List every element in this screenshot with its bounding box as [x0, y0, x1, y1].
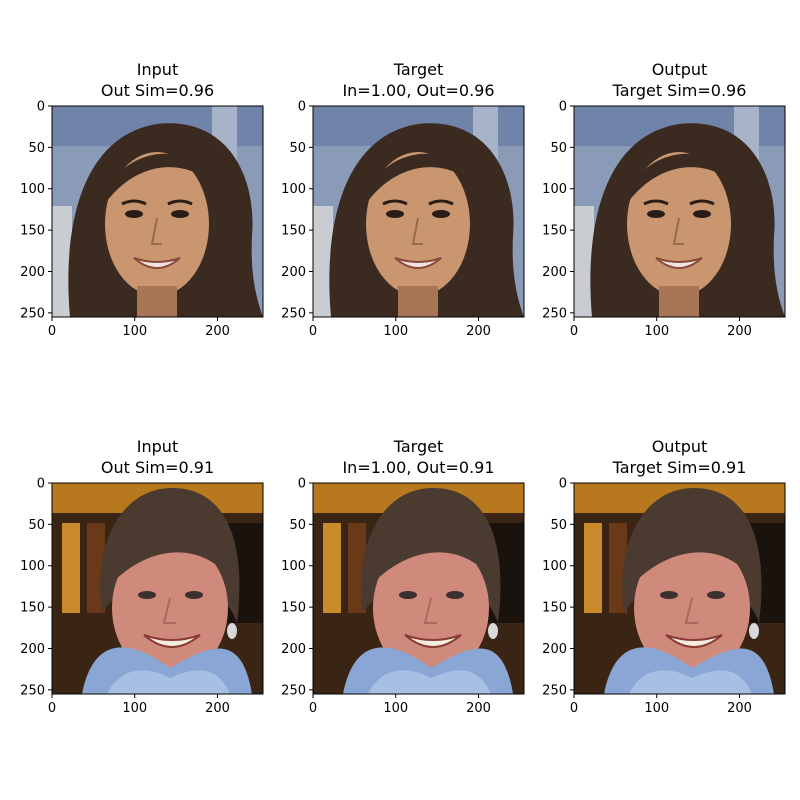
panel-title-line1: Output [651, 437, 708, 456]
panel-title-line1: Input [136, 437, 179, 456]
panel-title-line2: In=1.00, Out=0.96 [342, 80, 495, 100]
panel-axes: 0 100 200 0 50 100 150 200 250 [281, 477, 525, 716]
y-tick-label: 0 [298, 477, 306, 492]
panel-title-line2: In=1.00, Out=0.91 [342, 457, 495, 477]
x-tick-label: 200 [466, 701, 491, 716]
y-tick-label: 150 [281, 601, 306, 616]
y-tick-label: 100 [281, 182, 306, 197]
y-tick-label: 100 [542, 559, 567, 574]
axes-frame [51, 482, 264, 695]
panel-title: Output Target Sim=0.91 [560, 437, 800, 478]
y-tick-label: 150 [20, 224, 45, 239]
axes-frame [51, 105, 264, 318]
x-tick-label: 100 [122, 324, 147, 339]
y-tick-label: 250 [281, 306, 306, 321]
image-panel: 0 100 200 0 50 100 150 200 250 [281, 100, 525, 339]
y-tick-label: 150 [281, 224, 306, 239]
y-tick-label: 200 [281, 265, 306, 280]
panel-axes: 0 100 200 0 50 100 150 200 250 [281, 100, 525, 339]
y-tick-label: 100 [281, 559, 306, 574]
image-panel: 0 100 200 0 50 100 150 200 250 [542, 100, 786, 339]
image-panel: 0 100 200 0 50 100 150 200 250 [542, 477, 786, 716]
axes-frame [312, 482, 525, 695]
y-tick-label: 50 [550, 141, 567, 156]
axes-frame [573, 105, 786, 318]
y-tick-label: 0 [298, 100, 306, 115]
y-tick-label: 250 [20, 683, 45, 698]
panel-title: Input Out Sim=0.91 [38, 437, 278, 478]
y-tick-label: 200 [542, 265, 567, 280]
panel-axes: 0 100 200 0 50 100 150 200 250 [20, 477, 264, 716]
panel-title: Target In=1.00, Out=0.96 [299, 60, 539, 101]
y-tick-label: 0 [37, 477, 45, 492]
x-tick-label: 100 [383, 324, 408, 339]
x-tick-label: 0 [309, 701, 317, 716]
x-tick-label: 0 [570, 701, 578, 716]
y-tick-label: 100 [542, 182, 567, 197]
face-photo [313, 483, 524, 694]
y-tick-label: 250 [542, 306, 567, 321]
y-tick-label: 250 [20, 306, 45, 321]
panel-title-line1: Target [393, 60, 444, 79]
y-tick-label: 50 [289, 518, 306, 533]
y-tick-label: 150 [542, 224, 567, 239]
y-tick-label: 50 [289, 141, 306, 156]
y-tick-label: 200 [542, 642, 567, 657]
x-tick-label: 200 [727, 324, 752, 339]
x-tick-label: 200 [205, 324, 230, 339]
y-tick-label: 250 [281, 683, 306, 698]
x-tick-label: 100 [383, 701, 408, 716]
panel-title: Output Target Sim=0.96 [560, 60, 800, 101]
panel-title: Input Out Sim=0.96 [38, 60, 278, 101]
x-tick-label: 100 [644, 324, 669, 339]
x-tick-label: 100 [122, 701, 147, 716]
panel-title-line1: Target [393, 437, 444, 456]
y-tick-label: 50 [28, 141, 45, 156]
x-tick-label: 200 [205, 701, 230, 716]
y-tick-label: 200 [281, 642, 306, 657]
panel-title-line2: Target Sim=0.91 [612, 457, 747, 477]
face-photo [574, 483, 785, 694]
y-tick-label: 50 [550, 518, 567, 533]
y-tick-label: 50 [28, 518, 45, 533]
panel-title-line2: Target Sim=0.96 [612, 80, 747, 100]
y-tick-label: 100 [20, 182, 45, 197]
panel-axes: 0 100 200 0 50 100 150 200 250 [20, 100, 264, 339]
face-photo [313, 106, 524, 317]
face-photo [574, 106, 785, 317]
x-tick-label: 200 [466, 324, 491, 339]
panel-title-line2: Out Sim=0.91 [100, 457, 215, 477]
y-tick-label: 200 [20, 265, 45, 280]
axes-frame [312, 105, 525, 318]
x-tick-label: 0 [48, 324, 56, 339]
x-tick-label: 0 [570, 324, 578, 339]
y-tick-label: 250 [542, 683, 567, 698]
face-photo [52, 483, 263, 694]
panel-axes: 0 100 200 0 50 100 150 200 250 [542, 477, 786, 716]
y-tick-label: 0 [559, 477, 567, 492]
y-tick-label: 150 [20, 601, 45, 616]
x-tick-label: 0 [309, 324, 317, 339]
panel-title-line2: Out Sim=0.96 [100, 80, 215, 100]
x-tick-label: 0 [48, 701, 56, 716]
y-tick-label: 0 [559, 100, 567, 115]
panel-title-line1: Input [136, 60, 179, 79]
image-panel: 0 100 200 0 50 100 150 200 250 [281, 477, 525, 716]
y-tick-label: 0 [37, 100, 45, 115]
y-tick-label: 200 [20, 642, 45, 657]
x-tick-label: 200 [727, 701, 752, 716]
image-panel: 0 100 200 0 50 100 150 200 250 [20, 477, 264, 716]
x-tick-label: 100 [644, 701, 669, 716]
y-tick-label: 100 [20, 559, 45, 574]
face-photo [52, 106, 263, 317]
y-tick-label: 150 [542, 601, 567, 616]
axes-frame [573, 482, 786, 695]
panel-title: Target In=1.00, Out=0.91 [299, 437, 539, 478]
image-panel: 0 100 200 0 50 100 150 200 250 [20, 100, 264, 339]
panel-axes: 0 100 200 0 50 100 150 200 250 [542, 100, 786, 339]
panel-title-line1: Output [651, 60, 708, 79]
